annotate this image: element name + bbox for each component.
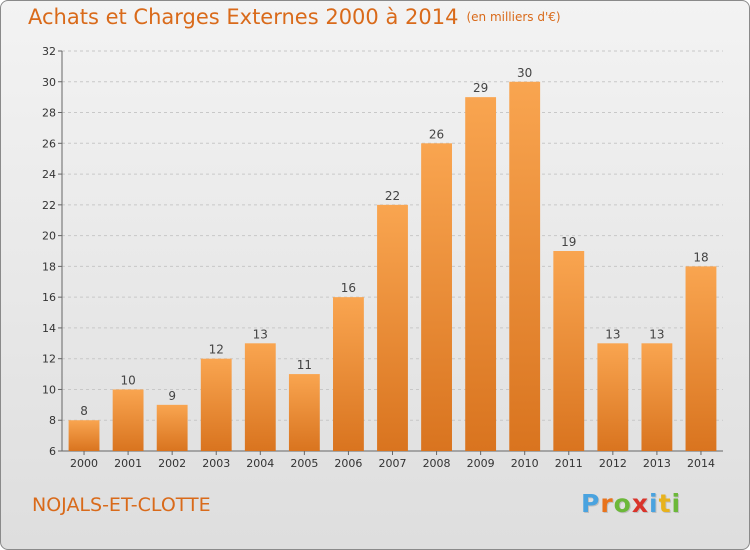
- y-tick-label: 22: [42, 199, 56, 212]
- x-tick-label: 2006: [334, 457, 362, 470]
- data-label: 13: [253, 327, 268, 341]
- x-tick-label: 2012: [599, 457, 627, 470]
- data-label: 30: [517, 66, 532, 80]
- logo-letter: x: [631, 489, 649, 518]
- y-tick-label: 10: [42, 383, 56, 396]
- x-tick-label: 2008: [423, 457, 451, 470]
- bar: [553, 251, 585, 451]
- bar: [68, 420, 100, 451]
- data-label: 10: [120, 373, 135, 387]
- chart-title: Achats et Charges Externes 2000 à 2014 (e…: [28, 5, 561, 29]
- bar: [156, 404, 188, 451]
- bar: [509, 81, 541, 452]
- data-label: 13: [649, 327, 664, 341]
- bar: [112, 389, 144, 451]
- y-tick-label: 18: [42, 260, 56, 273]
- x-tick-label: 2001: [114, 457, 142, 470]
- y-tick-label: 30: [42, 76, 56, 89]
- bar: [421, 143, 452, 452]
- commune-name: NOJALS-ET-CLOTTE: [32, 494, 211, 516]
- y-tick-label: 14: [42, 322, 56, 335]
- data-label: 26: [429, 127, 444, 141]
- chart-title-text: Achats et Charges Externes 2000 à 2014: [28, 5, 459, 29]
- data-label: 13: [605, 327, 620, 341]
- bar: [685, 266, 717, 451]
- bar: [288, 374, 320, 451]
- logo-letter: i: [671, 489, 682, 518]
- y-tick-label: 12: [42, 353, 56, 366]
- bar: [244, 343, 276, 451]
- logo-letter: r: [600, 489, 614, 518]
- bar: [597, 343, 629, 451]
- y-tick-label: 8: [49, 414, 56, 427]
- bar: [200, 358, 232, 451]
- data-label: 18: [693, 250, 708, 264]
- logo-letter: o: [613, 489, 632, 518]
- x-tick-label: 2010: [511, 457, 539, 470]
- data-label: 19: [561, 235, 576, 249]
- bar: [333, 297, 364, 451]
- y-tick-label: 32: [42, 45, 56, 58]
- y-tick-label: 16: [42, 291, 56, 304]
- x-tick-label: 2011: [555, 457, 583, 470]
- data-label: 12: [209, 343, 224, 357]
- x-tick-label: 2014: [687, 457, 715, 470]
- chart-title-unit: (en milliers d'€): [466, 10, 561, 24]
- x-tick-label: 2004: [246, 457, 274, 470]
- data-label: 29: [473, 81, 488, 95]
- x-tick-label: 2003: [202, 457, 230, 470]
- proxiti-logo: Proxiti: [581, 489, 681, 518]
- y-tick-label: 24: [42, 168, 56, 181]
- data-label: 11: [297, 358, 312, 372]
- x-tick-label: 2002: [158, 457, 186, 470]
- x-tick-label: 2009: [467, 457, 495, 470]
- data-label: 9: [168, 389, 176, 403]
- y-tick-label: 6: [49, 445, 56, 458]
- bar: [377, 204, 408, 451]
- y-tick-label: 28: [42, 107, 56, 120]
- data-label: 8: [80, 404, 88, 418]
- x-tick-label: 2007: [379, 457, 407, 470]
- bar: [465, 97, 497, 452]
- x-tick-label: 2005: [290, 457, 318, 470]
- logo-letter: P: [581, 489, 601, 518]
- logo-letter: t: [658, 489, 672, 518]
- y-tick-label: 20: [42, 230, 56, 243]
- x-tick-label: 2000: [70, 457, 98, 470]
- y-tick-label: 26: [42, 137, 56, 150]
- x-tick-label: 2013: [643, 457, 671, 470]
- bar: [641, 343, 673, 451]
- data-label: 22: [385, 189, 400, 203]
- logo-letter: i: [649, 489, 659, 518]
- data-label: 16: [341, 281, 356, 295]
